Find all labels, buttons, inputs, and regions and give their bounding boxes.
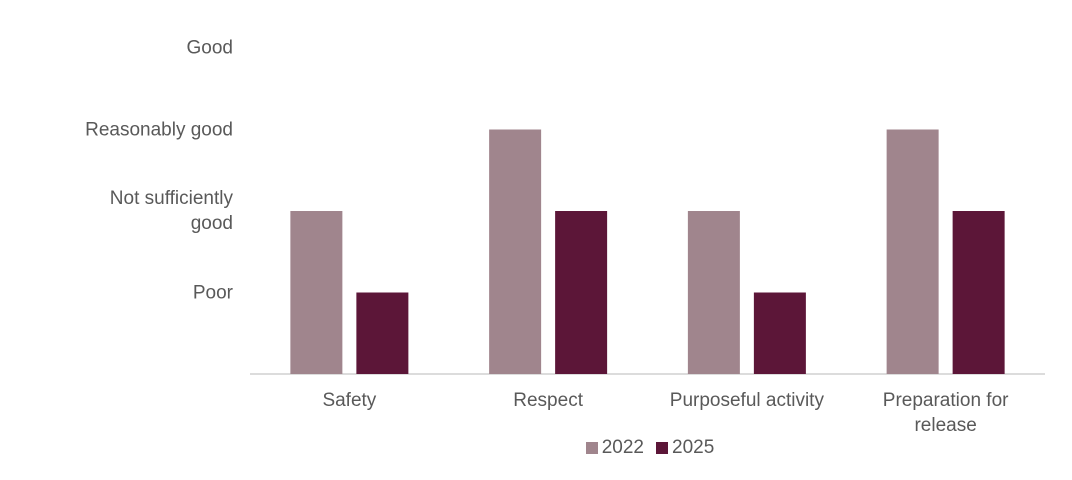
bar: [753, 292, 806, 374]
x-tick-label: Respect: [513, 390, 583, 411]
legend-swatch: [656, 442, 668, 454]
legend-item: 2025: [656, 437, 714, 459]
legend-label: 2025: [672, 437, 715, 458]
legend-label: 2022: [601, 437, 644, 458]
x-tick-label: Purposeful activity: [669, 390, 824, 411]
bar: [886, 129, 939, 374]
bar: [356, 292, 409, 374]
x-tick-label: Safety: [322, 390, 377, 411]
x-tick-label: Preparation for release: [882, 390, 1009, 436]
legend-item: 2022: [585, 437, 644, 459]
bar: [290, 211, 343, 374]
bar: [489, 129, 542, 374]
y-tick-label: Reasonably good: [85, 119, 233, 140]
bar: [687, 211, 740, 374]
y-tick-label: Poor: [192, 282, 233, 303]
bar: [555, 211, 608, 374]
legend: 2022 2025: [0, 437, 1072, 459]
y-tick-label: Good: [186, 37, 233, 59]
legend-swatch: [585, 442, 598, 454]
y-tick-label: Not sufficiently good: [109, 188, 233, 234]
bar: [952, 211, 1005, 374]
